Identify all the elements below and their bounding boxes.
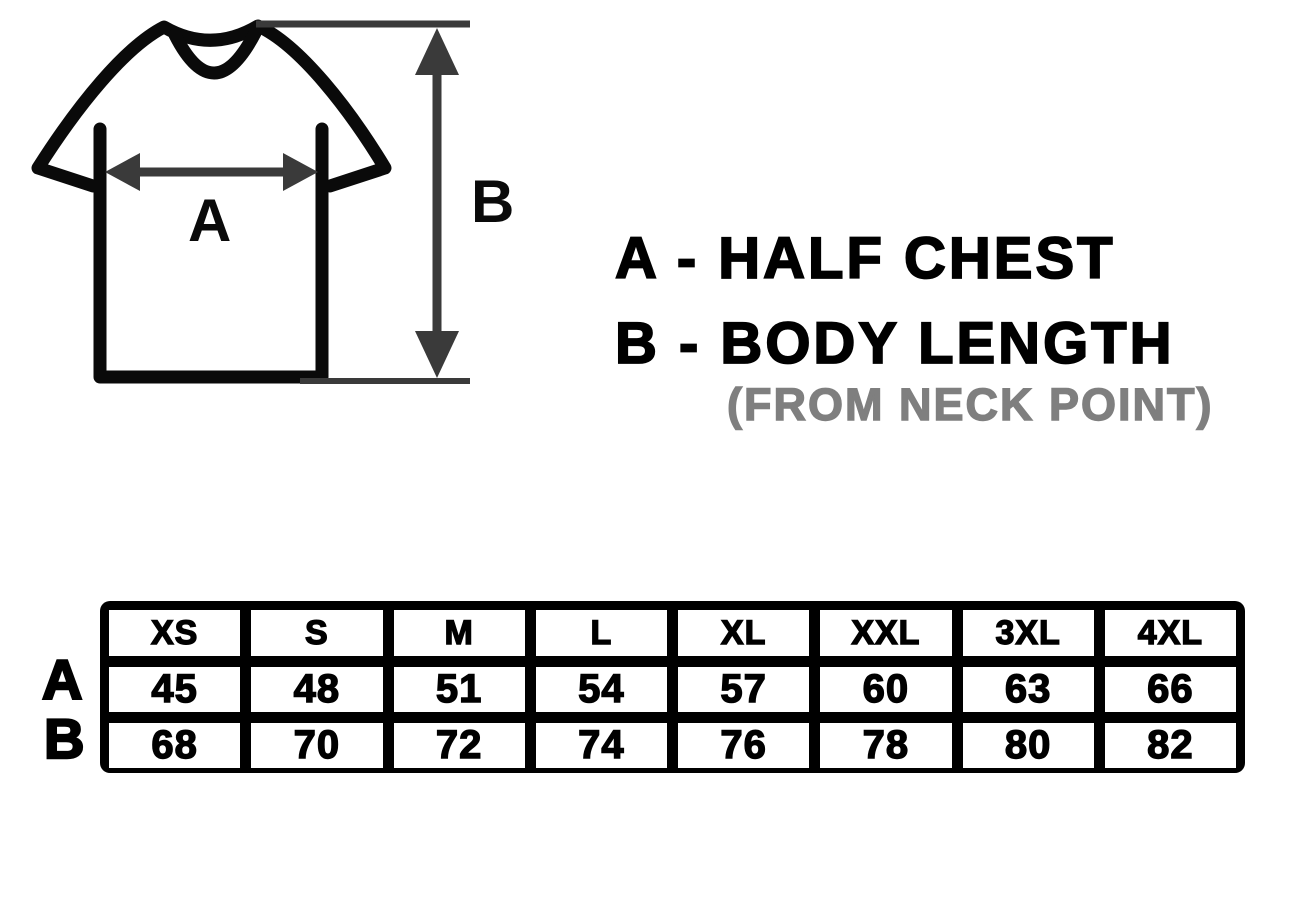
size-header-m: M bbox=[393, 610, 525, 656]
legend-body-length: B - BODY LENGTH bbox=[614, 311, 1175, 376]
tshirt-measurement-diagram: A B bbox=[31, 19, 514, 384]
half-chest-4xl: 66 bbox=[1104, 666, 1236, 712]
body-length-4xl: 82 bbox=[1104, 722, 1236, 768]
size-header-3xl: 3XL bbox=[962, 610, 1094, 656]
half-chest-xs: 45 bbox=[109, 666, 241, 712]
body-length-l: 74 bbox=[535, 722, 667, 768]
legend-half-chest: A - HALF CHEST bbox=[614, 226, 1116, 291]
size-header-s: S bbox=[251, 610, 383, 656]
body-length-m: 72 bbox=[393, 722, 525, 768]
body-length-s: 70 bbox=[251, 722, 383, 768]
body-length-3xl: 80 bbox=[962, 722, 1094, 768]
body-length-xl: 76 bbox=[678, 722, 810, 768]
legend-from-neck-point: (FROM NECK POINT) bbox=[726, 379, 1214, 430]
b-arrowhead-up bbox=[415, 28, 459, 75]
a-arrowhead-left bbox=[105, 153, 140, 191]
tshirt-shoulders-sleeves bbox=[31, 19, 392, 193]
size-header-xs: XS bbox=[109, 610, 241, 656]
a-measure-arrow bbox=[105, 153, 318, 191]
size-header-l: L bbox=[535, 610, 667, 656]
b-arrowhead-down bbox=[415, 331, 459, 378]
half-chest-s: 48 bbox=[251, 666, 383, 712]
tshirt-outline bbox=[31, 19, 392, 384]
body-length-xs: 68 bbox=[109, 722, 241, 768]
tshirt-collar bbox=[168, 26, 262, 80]
half-chest-m: 51 bbox=[393, 666, 525, 712]
size-header-xxl: XXL bbox=[820, 610, 952, 656]
a-arrowhead-right bbox=[283, 153, 318, 191]
table-row-label-b: B bbox=[43, 707, 86, 770]
measure-label-a: A bbox=[188, 187, 231, 254]
tshirt-body bbox=[93, 122, 329, 384]
measure-label-b: B bbox=[471, 168, 514, 235]
half-chest-3xl: 63 bbox=[962, 666, 1094, 712]
b-measure-arrow bbox=[256, 20, 470, 384]
table-row-label-a: A bbox=[41, 648, 84, 711]
half-chest-l: 54 bbox=[535, 666, 667, 712]
size-table: XS S M L XL XXL 3XL 4XL 45 48 51 54 57 6… bbox=[100, 601, 1245, 773]
body-length-xxl: 78 bbox=[820, 722, 952, 768]
half-chest-xl: 57 bbox=[678, 666, 810, 712]
half-chest-xxl: 60 bbox=[820, 666, 952, 712]
size-header-xl: XL bbox=[678, 610, 810, 656]
size-header-4xl: 4XL bbox=[1104, 610, 1236, 656]
